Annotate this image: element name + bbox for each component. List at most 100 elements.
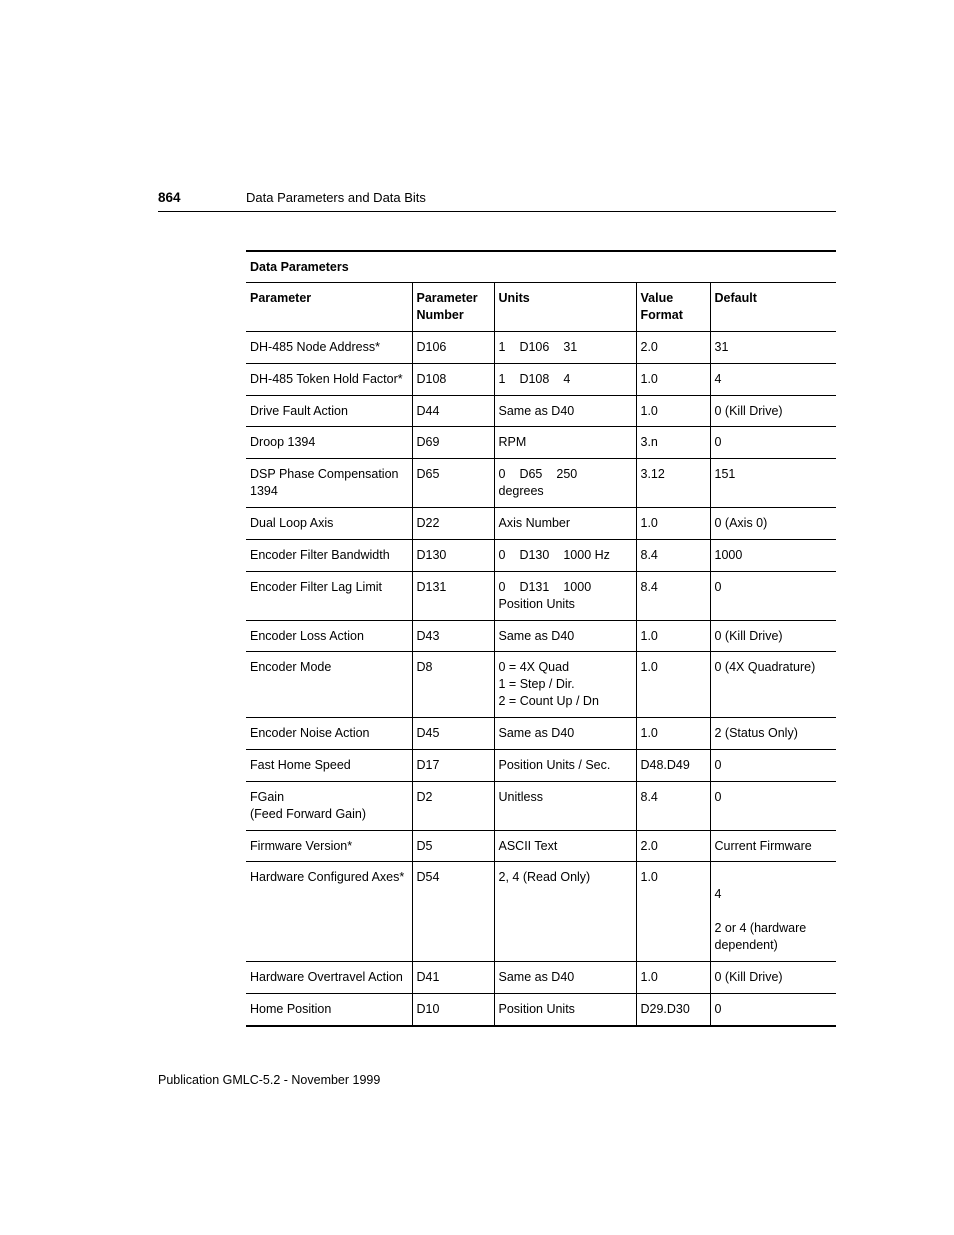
table-title: Data Parameters xyxy=(246,250,836,282)
table-row: Fast Home SpeedD17Position Units / Sec.D… xyxy=(246,749,836,781)
cell-number: D69 xyxy=(412,427,494,459)
units-range-part: 0 xyxy=(499,547,506,564)
col-value-format: Value Format xyxy=(636,283,710,332)
units-range-part: 0 xyxy=(499,466,506,483)
units-range-part: 1000 xyxy=(563,579,591,596)
cell-parameter: FGain (Feed Forward Gain) xyxy=(246,781,412,830)
cell-default: 0 xyxy=(710,427,836,459)
cell-default: 0 (Kill Drive) xyxy=(710,961,836,993)
cell-parameter: Encoder Loss Action xyxy=(246,620,412,652)
col-default: Default xyxy=(710,283,836,332)
cell-value-format: D29.D30 xyxy=(636,993,710,1025)
chapter-title: Data Parameters and Data Bits xyxy=(246,190,426,205)
cell-units: Same as D40 xyxy=(494,718,636,750)
cell-value-format: 1.0 xyxy=(636,363,710,395)
cell-number: D22 xyxy=(412,508,494,540)
table-row: Droop 1394D69RPM3.n0 xyxy=(246,427,836,459)
cell-number: D2 xyxy=(412,781,494,830)
cell-value-format: D48.D49 xyxy=(636,749,710,781)
data-parameters-table: Parameter Parameter Number Units Value F… xyxy=(246,282,836,1027)
cell-default: 0 xyxy=(710,749,836,781)
cell-parameter: Encoder Noise Action xyxy=(246,718,412,750)
cell-units: Same as D40 xyxy=(494,395,636,427)
table-row: Firmware Version*D5ASCII Text2.0Current … xyxy=(246,830,836,862)
cell-value-format: 1.0 xyxy=(636,718,710,750)
cell-default: 4 xyxy=(710,363,836,395)
cell-default: 0 xyxy=(710,781,836,830)
cell-units: Position Units xyxy=(494,993,636,1025)
cell-units: Axis Number xyxy=(494,508,636,540)
cell-value-format: 1.0 xyxy=(636,508,710,540)
cell-number: D106 xyxy=(412,331,494,363)
table-row: Encoder Loss ActionD43Same as D401.00 (K… xyxy=(246,620,836,652)
cell-parameter: Encoder Filter Lag Limit xyxy=(246,571,412,620)
cell-parameter: DSP Phase Compensation 1394 xyxy=(246,459,412,508)
cell-number: D45 xyxy=(412,718,494,750)
table-row: Encoder Noise ActionD45Same as D401.02 (… xyxy=(246,718,836,750)
cell-units: Same as D40 xyxy=(494,620,636,652)
table-container: Data Parameters Parameter Parameter Numb… xyxy=(246,250,836,1027)
cell-number: D41 xyxy=(412,961,494,993)
cell-number: D8 xyxy=(412,652,494,718)
units-range-part: 31 xyxy=(563,339,577,356)
units-range-part: 1 xyxy=(499,339,506,356)
cell-parameter: Encoder Mode xyxy=(246,652,412,718)
cell-units: RPM xyxy=(494,427,636,459)
col-units: Units xyxy=(494,283,636,332)
cell-default: 0 (Axis 0) xyxy=(710,508,836,540)
cell-default: 0 (Kill Drive) xyxy=(710,395,836,427)
cell-default: 4 2 or 4 (hardware dependent) xyxy=(710,862,836,961)
cell-units: Unitless xyxy=(494,781,636,830)
cell-default: 0 (4X Quadrature) xyxy=(710,652,836,718)
units-range-part: 0 xyxy=(499,579,506,596)
cell-default: 151 xyxy=(710,459,836,508)
units-range-part: 1 xyxy=(499,371,506,388)
cell-value-format: 8.4 xyxy=(636,781,710,830)
document-page: 864 Data Parameters and Data Bits Data P… xyxy=(0,0,954,1235)
page-header: 864 Data Parameters and Data Bits xyxy=(158,190,836,212)
page-number: 864 xyxy=(158,190,246,205)
units-range-part: D131 xyxy=(519,579,549,596)
cell-number: D65 xyxy=(412,459,494,508)
cell-value-format: 1.0 xyxy=(636,620,710,652)
table-row: DH-485 Node Address*D1061D106312.031 xyxy=(246,331,836,363)
cell-number: D10 xyxy=(412,993,494,1025)
units-range-part: 250 xyxy=(556,466,577,483)
cell-units: 0 = 4X Quad 1 = Step / Dir. 2 = Count Up… xyxy=(494,652,636,718)
cell-parameter: DH-485 Token Hold Factor* xyxy=(246,363,412,395)
cell-number: D54 xyxy=(412,862,494,961)
table-header-row: Parameter Parameter Number Units Value F… xyxy=(246,283,836,332)
cell-default: 31 xyxy=(710,331,836,363)
cell-default: 2 (Status Only) xyxy=(710,718,836,750)
table-row: Encoder Filter BandwidthD1300D1301000 Hz… xyxy=(246,539,836,571)
table-row: DH-485 Token Hold Factor*D1081D10841.04 xyxy=(246,363,836,395)
cell-value-format: 2.0 xyxy=(636,331,710,363)
table-row: DSP Phase Compensation 1394D650D65250deg… xyxy=(246,459,836,508)
col-number: Parameter Number xyxy=(412,283,494,332)
cell-number: D108 xyxy=(412,363,494,395)
cell-parameter: Home Position xyxy=(246,993,412,1025)
cell-default: Current Firmware xyxy=(710,830,836,862)
cell-value-format: 2.0 xyxy=(636,830,710,862)
cell-parameter: Firmware Version* xyxy=(246,830,412,862)
table-row: Dual Loop AxisD22Axis Number1.00 (Axis 0… xyxy=(246,508,836,540)
table-body: DH-485 Node Address*D1061D106312.031DH-4… xyxy=(246,331,836,1025)
cell-default: 0 xyxy=(710,993,836,1025)
table-row: Drive Fault ActionD44Same as D401.00 (Ki… xyxy=(246,395,836,427)
cell-parameter: Droop 1394 xyxy=(246,427,412,459)
cell-parameter: Encoder Filter Bandwidth xyxy=(246,539,412,571)
cell-number: D5 xyxy=(412,830,494,862)
cell-units: 0 D131 1000Position Units xyxy=(494,571,636,620)
cell-units: Same as D40 xyxy=(494,961,636,993)
cell-parameter: Dual Loop Axis xyxy=(246,508,412,540)
cell-parameter: Hardware Configured Axes* xyxy=(246,862,412,961)
table-row: Encoder Filter Lag Limit D1310 D131 1000Pos… xyxy=(246,571,836,620)
units-range-part: D108 xyxy=(519,371,549,388)
cell-units: 1D10631 xyxy=(494,331,636,363)
cell-parameter: Drive Fault Action xyxy=(246,395,412,427)
units-suffix: degrees xyxy=(499,483,630,500)
cell-units: 1D1084 xyxy=(494,363,636,395)
cell-value-format: 3.n xyxy=(636,427,710,459)
units-suffix: Position Units xyxy=(499,596,630,613)
cell-default: 0 xyxy=(710,571,836,620)
